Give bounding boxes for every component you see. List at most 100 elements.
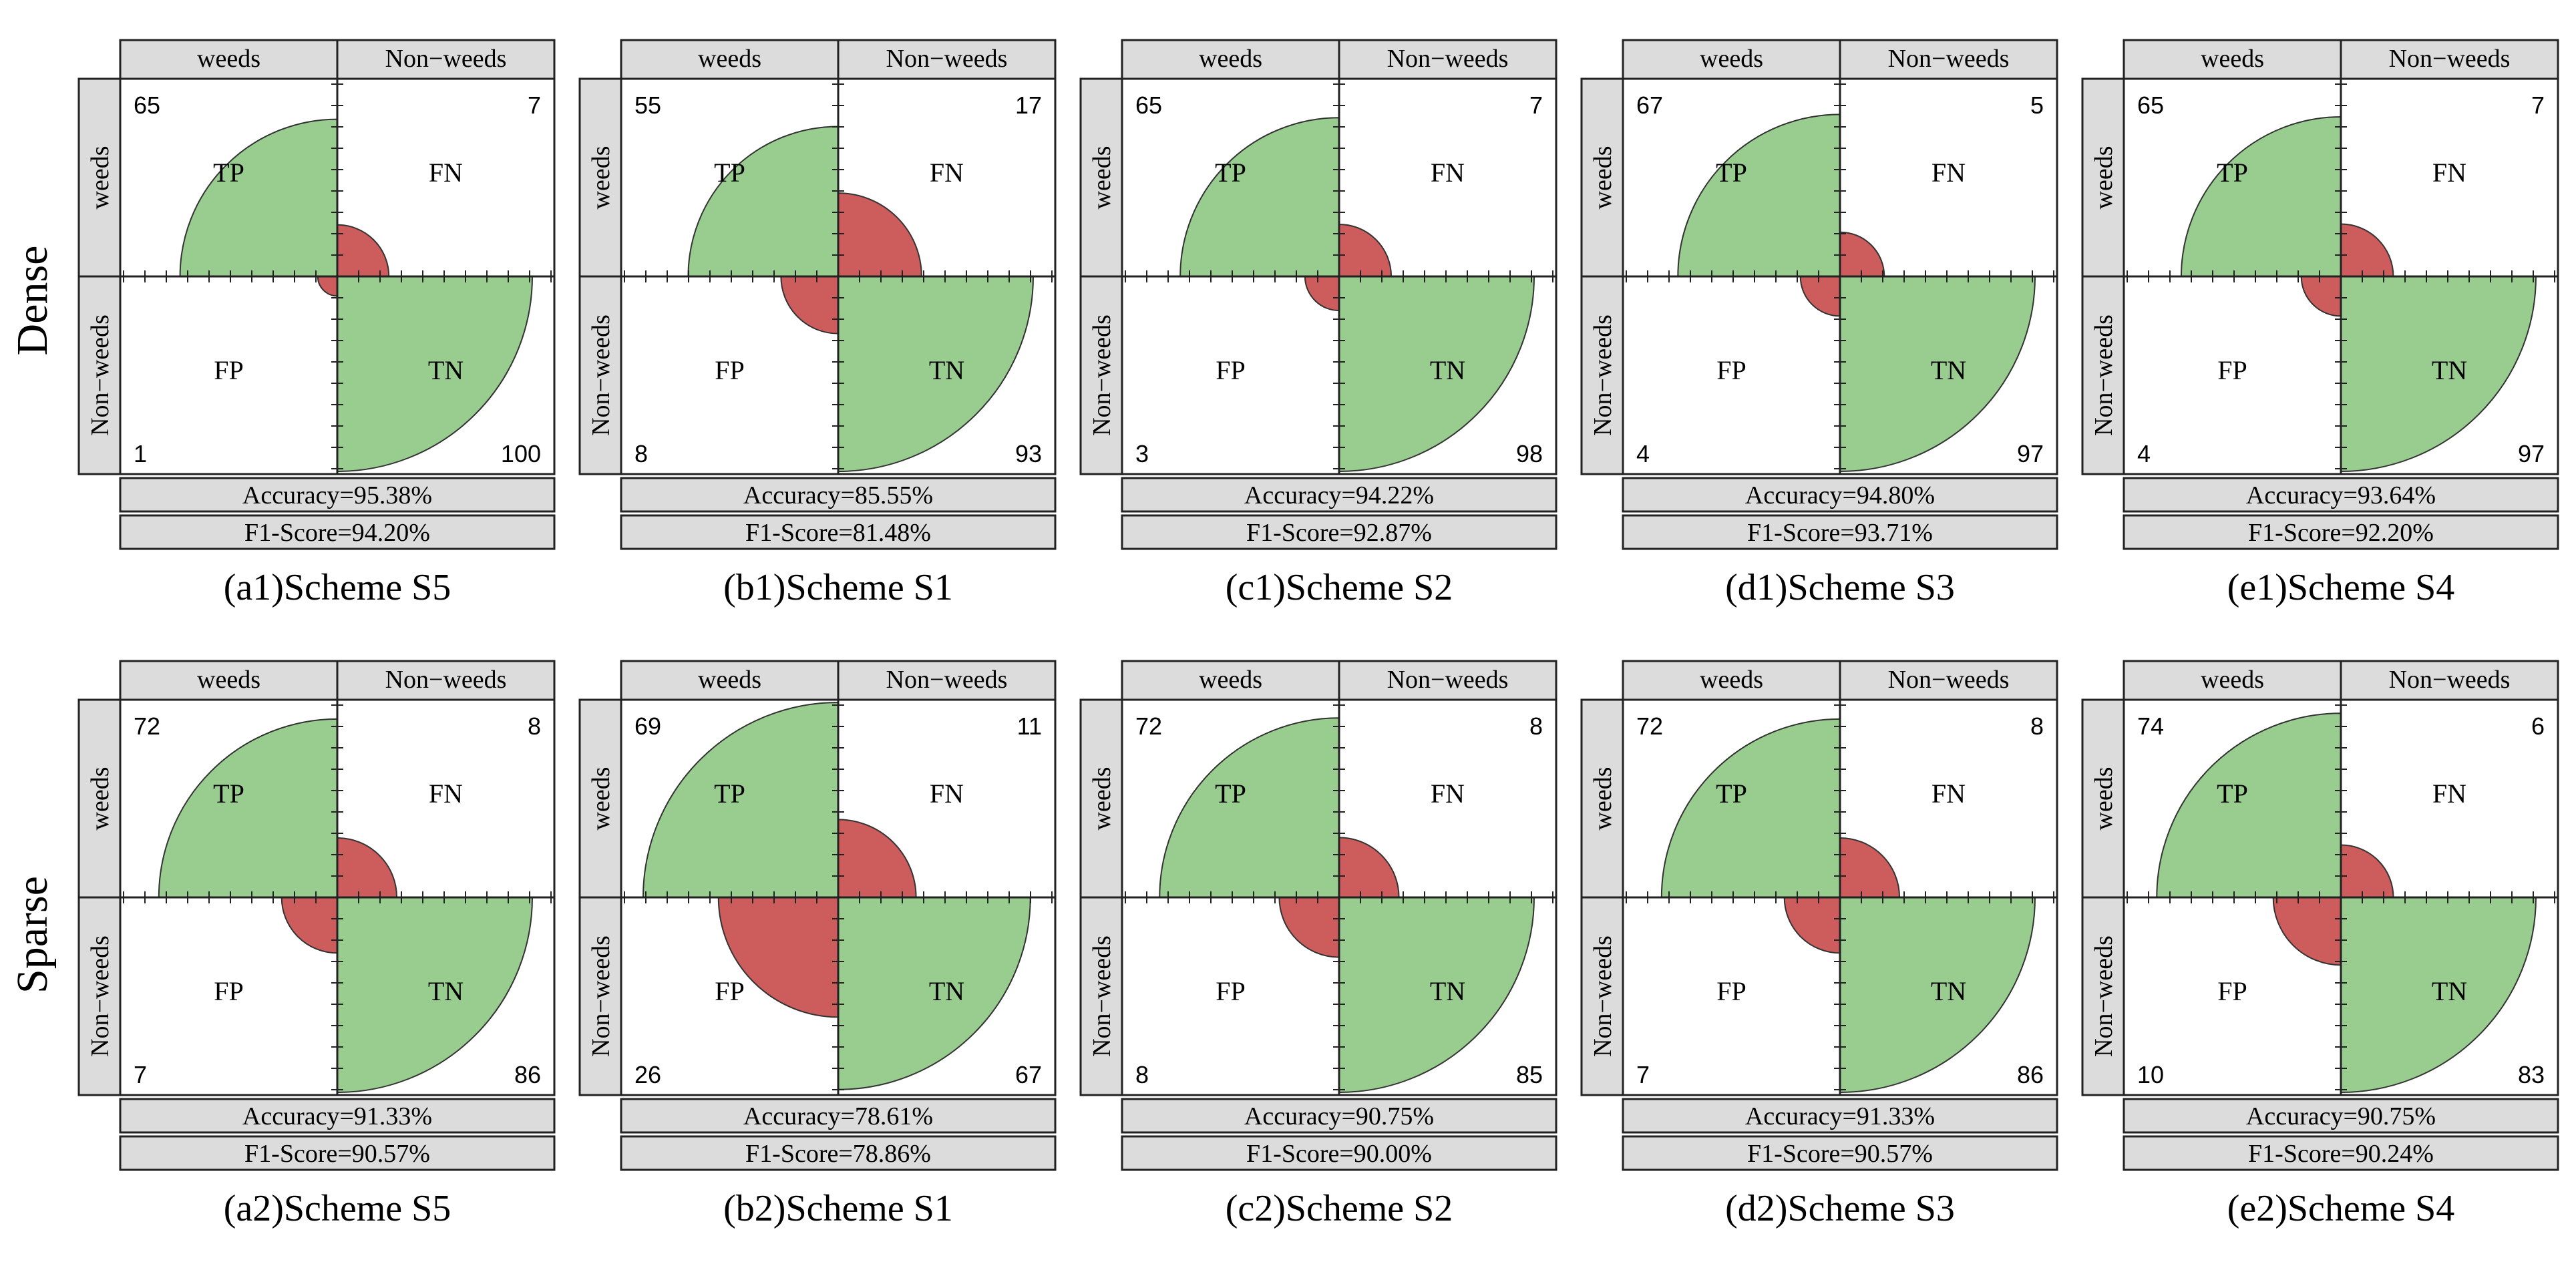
tp-label: TP <box>714 779 745 809</box>
row-label-sparse: Sparse <box>8 876 57 994</box>
tp-count: 69 <box>634 712 661 740</box>
fn-wedge <box>1338 223 1393 277</box>
accuracy-box <box>620 1098 1057 1134</box>
fn-label: FN <box>429 158 463 188</box>
row-header-nonweeds: Non−weeds <box>1589 314 1617 436</box>
header-cell <box>1338 39 1557 80</box>
fn-count: 11 <box>1017 712 1042 740</box>
fp-wedge <box>1783 897 1841 954</box>
f1-box <box>1622 1135 2058 1171</box>
header-cell <box>1079 77 1123 278</box>
tp-count: 67 <box>1636 91 1663 119</box>
tn-count: 83 <box>2518 1061 2545 1088</box>
f1-box <box>620 514 1057 550</box>
row-header-weeds: weeds <box>587 767 615 831</box>
header-cell <box>1580 275 1624 475</box>
fp-label: FP <box>214 355 244 385</box>
tp-label: TP <box>213 158 244 188</box>
column-header-nonweeds: Non−weeds <box>1387 666 1509 694</box>
fn-label: FN <box>1431 158 1465 188</box>
tp-wedge <box>2156 712 2342 898</box>
accuracy-box <box>2123 1098 2559 1134</box>
panel-caption: (d1)Scheme S3 <box>1725 567 1955 608</box>
fp-count: 1 <box>134 440 147 467</box>
row-header-weeds: weeds <box>2090 146 2118 210</box>
tn-count: 85 <box>1516 1061 1543 1088</box>
header-cell <box>1839 660 2058 701</box>
accuracy-text: Accuracy=90.75% <box>2246 1102 2436 1130</box>
tp-wedge <box>687 126 839 277</box>
f1-box <box>620 1135 1057 1171</box>
row-header-nonweeds: Non−weeds <box>1589 935 1617 1057</box>
tp-wedge <box>1159 717 1340 898</box>
tp-count: 65 <box>2137 91 2164 119</box>
f1-text: F1-Score=78.86% <box>745 1140 931 1168</box>
fn-count: 8 <box>1529 712 1543 740</box>
header-cell <box>2081 77 2125 278</box>
header-cell <box>1622 660 1841 701</box>
f1-text: F1-Score=90.00% <box>1246 1140 1432 1168</box>
column-header-weeds: weeds <box>197 666 260 694</box>
fn-wedge <box>337 224 390 277</box>
fp-count: 8 <box>1135 1061 1149 1088</box>
f1-box <box>2123 1135 2559 1171</box>
tp-wedge <box>642 701 839 898</box>
header-cell <box>1622 39 1841 80</box>
tn-count: 97 <box>2518 440 2545 467</box>
header-cell <box>2081 896 2125 1096</box>
header-cell <box>77 698 122 899</box>
panel-caption: (a1)Scheme S5 <box>224 567 451 608</box>
column-header-nonweeds: Non−weeds <box>1387 45 1509 73</box>
accuracy-text: Accuracy=90.75% <box>1244 1102 1434 1130</box>
fn-count: 7 <box>1529 91 1543 119</box>
header-cell <box>620 39 840 80</box>
header-cell <box>119 39 339 80</box>
column-header-nonweeds: Non−weeds <box>886 666 1008 694</box>
panel-caption: (c2)Scheme S2 <box>1226 1188 1453 1229</box>
row-header-nonweeds: Non−weeds <box>1088 935 1116 1057</box>
panel-caption: (e1)Scheme S4 <box>2227 567 2455 608</box>
tp-wedge <box>2180 116 2342 277</box>
header-cell <box>578 896 622 1096</box>
row-label-dense: Dense <box>8 246 57 356</box>
accuracy-box <box>1121 477 1557 513</box>
tp-label: TP <box>1716 779 1747 809</box>
row-header-nonweeds: Non−weeds <box>86 935 114 1057</box>
tn-count: 67 <box>1015 1061 1042 1088</box>
accuracy-box <box>1622 477 2058 513</box>
header-cell <box>1121 39 1340 80</box>
tp-count: 55 <box>634 91 661 119</box>
fn-count: 8 <box>2030 712 2044 740</box>
column-header-nonweeds: Non−weeds <box>1888 45 2010 73</box>
column-header-nonweeds: Non−weeds <box>886 45 1008 73</box>
panels-group: weeds Non−weeds weeds Non−weeds TP FN FP TN 65 7 1… <box>77 39 2559 1229</box>
fn-count: 8 <box>528 712 541 740</box>
tp-label: TP <box>2217 779 2248 809</box>
column-header-nonweeds: Non−weeds <box>2389 666 2511 694</box>
row-header-weeds: weeds <box>1589 767 1617 831</box>
tn-wedge <box>337 897 534 1094</box>
tn-wedge <box>1338 897 1535 1094</box>
tn-wedge <box>1338 276 1535 473</box>
f1-text: F1-Score=93.71% <box>1747 519 1933 547</box>
header-cell <box>578 698 622 899</box>
fp-wedge <box>780 276 839 335</box>
fp-label: FP <box>1216 355 1246 385</box>
column-header-weeds: weeds <box>197 45 260 73</box>
column-header-nonweeds: Non−weeds <box>385 666 507 694</box>
fourfold-panel: weeds Non−weeds weeds Non−weeds TP FN FP TN 72 8 7… <box>77 660 556 1229</box>
fourfold-panel: weeds Non−weeds weeds Non−weeds TP FN FP TN 72 8 7… <box>1580 660 2058 1229</box>
fp-label: FP <box>1216 976 1246 1006</box>
row-header-weeds: weeds <box>1088 146 1116 210</box>
fn-wedge <box>838 819 917 898</box>
tp-label: TP <box>1215 158 1246 188</box>
column-header-weeds: weeds <box>1199 45 1262 73</box>
tn-label: TN <box>929 355 964 385</box>
header-cell <box>1580 698 1624 899</box>
tn-count: 86 <box>514 1061 541 1088</box>
fourfold-panel: weeds Non−weeds weeds Non−weeds TP FN FP TN 67 5 4… <box>1580 39 2058 608</box>
tn-wedge <box>838 276 1035 473</box>
fp-wedge <box>1304 276 1340 312</box>
f1-text: F1-Score=90.24% <box>2248 1140 2434 1168</box>
